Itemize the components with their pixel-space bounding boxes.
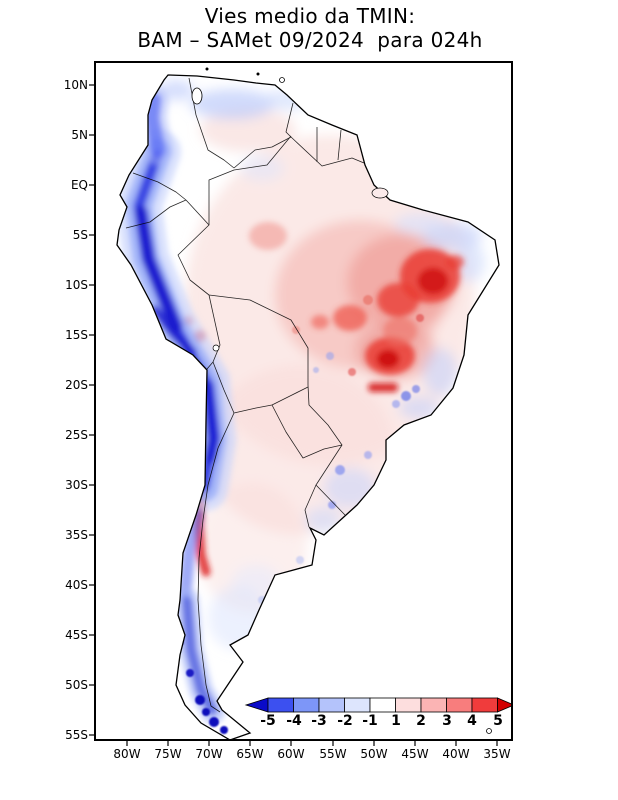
y-tick-label: 30S bbox=[65, 478, 88, 492]
colorbar-label: 5 bbox=[493, 713, 503, 729]
x-tick-label: 50W bbox=[360, 747, 388, 761]
colorbar-segment bbox=[267, 697, 294, 713]
colorbar-segment bbox=[395, 697, 422, 713]
y-tick-label: 50S bbox=[65, 678, 88, 692]
colorbar-label: 1 bbox=[391, 713, 401, 729]
x-tick-label: 70W bbox=[195, 747, 223, 761]
axis-ticks bbox=[89, 84, 498, 746]
plot-frame bbox=[94, 61, 513, 741]
colorbar-label: 2 bbox=[416, 713, 426, 729]
colorbar-label: -3 bbox=[311, 713, 327, 729]
colorbar-label: -5 bbox=[260, 713, 276, 729]
y-tick-label: 35S bbox=[65, 528, 88, 542]
x-tick-label: 45W bbox=[401, 747, 429, 761]
colorbar-segment bbox=[471, 697, 498, 713]
country-borders bbox=[125, 77, 365, 713]
colorbar-segment bbox=[446, 697, 473, 713]
y-tick-label: 25S bbox=[65, 428, 88, 442]
y-tick-label: 10S bbox=[65, 278, 88, 292]
y-tick-label: 15S bbox=[65, 328, 88, 342]
y-tick-label: 40S bbox=[65, 578, 88, 592]
colorbar-label: 4 bbox=[467, 713, 477, 729]
figure-title-line2: BAM – SAMet 09/2024 para 024h bbox=[137, 28, 483, 52]
colorbar-segment bbox=[293, 697, 320, 713]
colorbar-segment bbox=[420, 697, 447, 713]
y-tick-label: 5S bbox=[72, 228, 88, 242]
y-tick-label: EQ bbox=[70, 178, 88, 192]
colorbar-label: -1 bbox=[362, 713, 378, 729]
y-tick-label: 45S bbox=[65, 628, 88, 642]
colorbar-label: -4 bbox=[286, 713, 302, 729]
x-tick-label: 40W bbox=[442, 747, 470, 761]
colorbar-right-arrow bbox=[497, 697, 512, 713]
x-tick-label: 55W bbox=[319, 747, 347, 761]
x-tick-label: 60W bbox=[277, 747, 305, 761]
y-tick-label: 20S bbox=[65, 378, 88, 392]
bias-field-speckles bbox=[176, 295, 424, 734]
figure-title-line1: Vies medio da TMIN: bbox=[204, 4, 416, 28]
bias-field-cores bbox=[117, 85, 464, 724]
x-tick-label: 65W bbox=[236, 747, 264, 761]
colorbar-segment bbox=[344, 697, 371, 713]
colorbar-label: -2 bbox=[337, 713, 353, 729]
x-tick-label: 35W bbox=[483, 747, 511, 761]
y-tick-label: 5N bbox=[71, 128, 88, 142]
colorbar-segment bbox=[369, 697, 396, 713]
y-tick-label: 10N bbox=[63, 78, 88, 92]
x-tick-label: 80W bbox=[113, 747, 141, 761]
colorbar bbox=[244, 697, 512, 713]
x-tick-label: 75W bbox=[154, 747, 182, 761]
y-tick-label: 55S bbox=[65, 728, 88, 742]
bias-field-washes bbox=[158, 80, 485, 650]
colorbar-label: 3 bbox=[442, 713, 452, 729]
colorbar-segment bbox=[318, 697, 345, 713]
